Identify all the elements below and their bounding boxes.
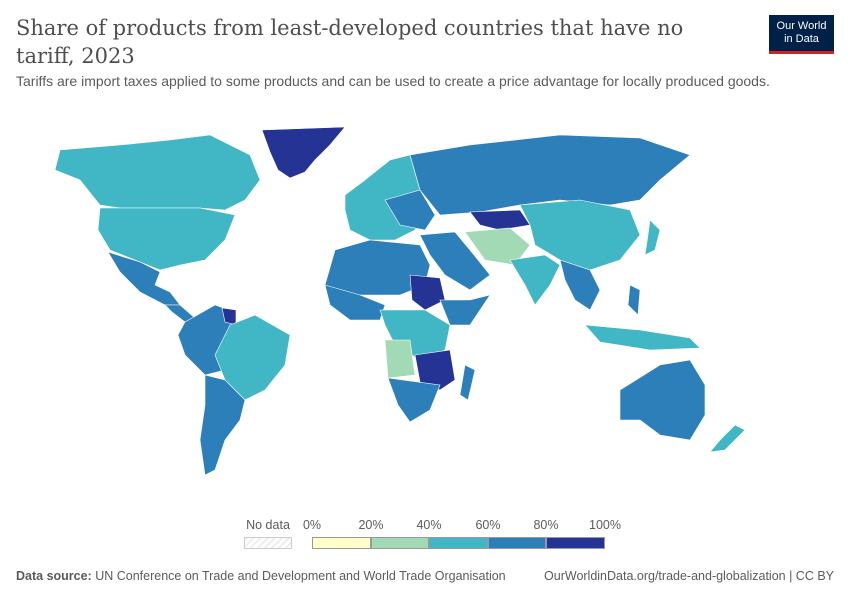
owid-logo[interactable]: Our World in Data — [769, 15, 834, 54]
region-horn[interactable] — [439, 294, 491, 326]
legend-bin[interactable] — [546, 537, 605, 549]
logo-text: Our World in Data — [776, 20, 827, 45]
region-russia[interactable] — [409, 134, 691, 216]
region-japan[interactable] — [644, 219, 661, 256]
legend-tick: 100% — [589, 518, 621, 532]
region-iran-afghanistan[interactable] — [464, 227, 531, 266]
legend-bin[interactable] — [487, 537, 547, 549]
data-source: Data source: UN Conference on Trade and … — [16, 569, 506, 583]
region-brazil[interactable] — [214, 314, 291, 401]
chart-subtitle: Tariffs are import taxes applied to some… — [16, 73, 770, 89]
region-west-africa[interactable] — [324, 284, 386, 321]
region-sudan[interactable] — [409, 274, 446, 311]
legend-bin[interactable] — [370, 537, 430, 549]
region-canada[interactable] — [54, 134, 261, 211]
region-southern-cone[interactable] — [199, 374, 246, 476]
legend-tick: 80% — [533, 518, 559, 532]
region-madagascar[interactable] — [459, 364, 476, 401]
region-australia[interactable] — [619, 359, 706, 441]
color-legend: No data 0% 20% 40% 60% 80% 100% — [0, 515, 850, 555]
source-label: Data source: — [16, 569, 92, 583]
region-philippines[interactable] — [627, 284, 641, 316]
region-middle-east[interactable] — [419, 231, 491, 291]
legend-tick: 0% — [302, 518, 322, 532]
region-usa[interactable] — [97, 207, 236, 271]
region-eastern-europe[interactable] — [384, 189, 436, 231]
region-central-asia[interactable] — [469, 209, 531, 231]
legend-bin[interactable] — [429, 537, 488, 549]
region-india[interactable] — [509, 254, 561, 306]
region-indonesia[interactable] — [584, 324, 701, 351]
footer-url[interactable]: OurWorldinData.org/trade-and-globalizati… — [544, 569, 834, 583]
region-southeast-asia[interactable] — [559, 259, 601, 311]
legend-bin[interactable] — [312, 537, 371, 549]
legend-tick: 40% — [416, 518, 442, 532]
region-east-southern[interactable] — [414, 349, 456, 391]
legend-no-data-label: No data — [246, 518, 290, 532]
region-southern-africa[interactable] — [387, 377, 441, 423]
region-mexico[interactable] — [107, 251, 181, 306]
region-new-zealand[interactable] — [709, 424, 746, 453]
legend-tick: 20% — [358, 518, 384, 532]
chart-title: Share of products from least-developed c… — [16, 16, 684, 68]
source-text[interactable]: UN Conference on Trade and Development a… — [95, 569, 506, 583]
world-map[interactable] — [0, 100, 850, 510]
region-china[interactable] — [519, 199, 641, 271]
legend-tick: 60% — [475, 518, 501, 532]
region-angola[interactable] — [384, 339, 416, 379]
region-greenland[interactable] — [261, 126, 346, 179]
legend-no-data-swatch[interactable] — [244, 537, 292, 549]
